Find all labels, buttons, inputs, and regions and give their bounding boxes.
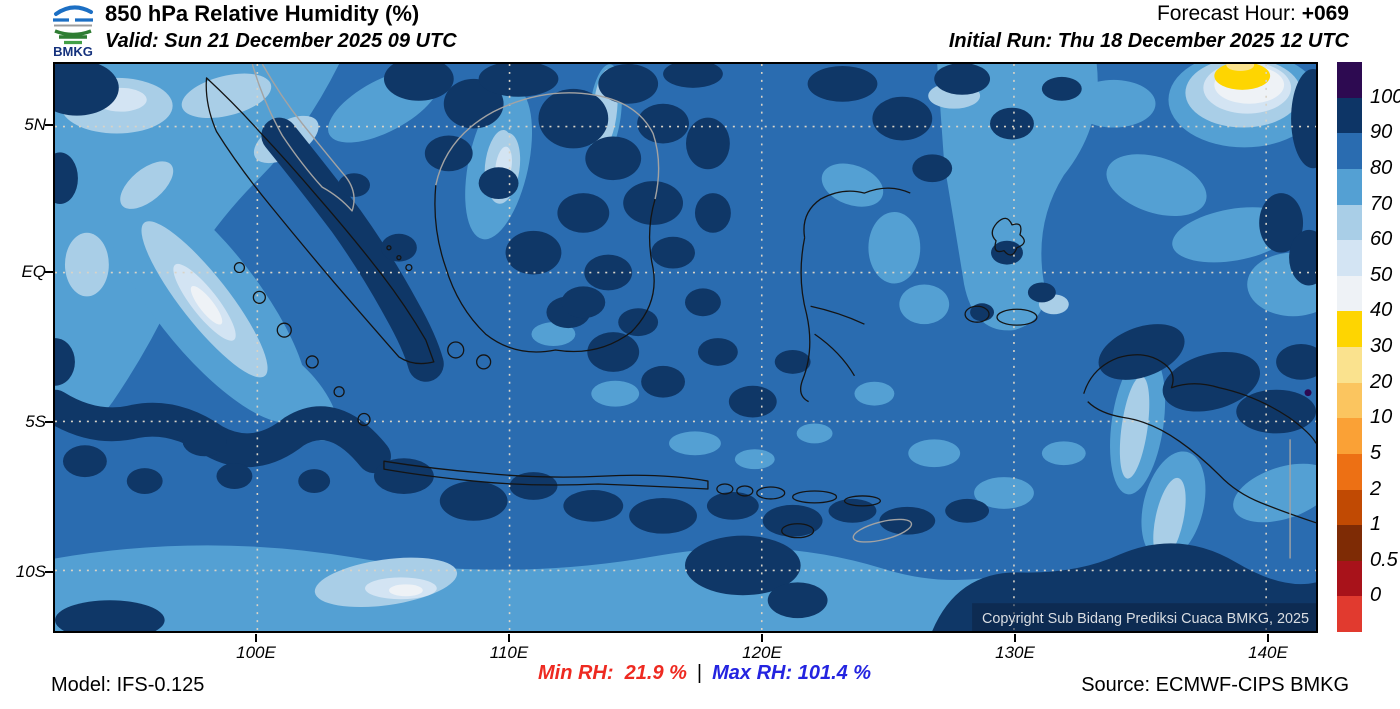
- colorbar-label: 0: [1370, 584, 1382, 607]
- colorbar-label: 50: [1370, 263, 1393, 286]
- x-axis-tick: [1014, 634, 1016, 642]
- initial-run-line: Initial Run: Thu 18 December 2025 12 UTC: [948, 30, 1349, 52]
- y-axis-label: 10S: [15, 562, 46, 581]
- logo-text: BMKG: [53, 44, 93, 59]
- y-axis-tick: [45, 124, 54, 126]
- x-axis-label: 110E: [489, 643, 529, 662]
- colorbar-label: 10: [1370, 406, 1393, 429]
- forecast-hour-value: +069: [1301, 2, 1349, 25]
- source-line: Source: ECMWF-CIPS BMKG: [1081, 674, 1349, 696]
- rh-map: Copyright Sub Bidang Prediksi Cuaca BMKG…: [55, 64, 1316, 631]
- colorbar-segment: [1337, 240, 1362, 276]
- max-rh-text: Max RH: 101.4 %: [712, 662, 871, 685]
- colorbar-segment: [1337, 596, 1362, 632]
- x-axis-tick: [255, 634, 257, 642]
- x-axis-tick: [761, 634, 763, 642]
- colorbar-segment: [1337, 204, 1362, 241]
- foreign-borders: [251, 64, 1291, 559]
- rh-above-100-speck: [1304, 389, 1312, 397]
- colorbar-label: 20: [1370, 370, 1393, 393]
- rh-30-40-dry-pocket: [1214, 64, 1271, 90]
- y-axis-label: EQ: [21, 262, 46, 281]
- x-axis-label: 120E: [742, 643, 782, 662]
- y-axis-tick: [45, 421, 54, 423]
- min-max-rh-line: Min RH: 21.9 % | Max RH: 101.4 %: [538, 662, 871, 685]
- colorbar-segment: [1337, 275, 1362, 312]
- min-rh-label: Min RH:: [538, 662, 625, 684]
- colorbar-label: 1: [1370, 513, 1382, 536]
- logo-cloud-arc: [54, 5, 93, 16]
- colorbar-label: 30: [1370, 335, 1393, 357]
- colorbar: [1337, 62, 1362, 632]
- x-axis-tick: [508, 634, 510, 642]
- y-axis-tick: [45, 271, 54, 273]
- x-axis-label: 100E: [236, 643, 276, 662]
- y-axis-label: 5N: [24, 115, 46, 134]
- colorbar-label: 0.5: [1370, 548, 1398, 571]
- colorbar-segment: [1337, 453, 1362, 490]
- colorbar-label: 80: [1370, 156, 1393, 179]
- copyright-text: Copyright Sub Bidang Prediksi Cuaca BMKG…: [982, 610, 1309, 627]
- rh-20-30-dry-core: [1226, 64, 1255, 71]
- copyright-overlay: Copyright Sub Bidang Prediksi Cuaca BMKG…: [972, 603, 1316, 631]
- min-max-separator: |: [696, 662, 703, 684]
- colorbar-label: 2: [1370, 477, 1382, 500]
- max-rh-label: Max RH:: [712, 662, 798, 684]
- logo-wave-1: [54, 29, 92, 37]
- forecast-hour-label: Forecast Hour:: [1156, 2, 1302, 25]
- valid-time-line: Valid: Sun 21 December 2025 09 UTC: [105, 30, 457, 52]
- colorbar-segment: [1337, 133, 1362, 169]
- colorbar-label: 5: [1370, 441, 1382, 464]
- colorbar-segment: [1337, 62, 1362, 98]
- colorbar-label: 100: [1370, 85, 1400, 108]
- x-axis-tick: [1267, 634, 1269, 642]
- grid-lines: [55, 64, 1316, 631]
- max-rh-value: 101.4 %: [797, 662, 872, 684]
- min-rh-value: 21.9 %: [624, 662, 687, 684]
- model-line: Model: IFS-0.125: [51, 674, 205, 696]
- colorbar-segment: [1337, 347, 1362, 383]
- colorbar-label: 70: [1370, 192, 1393, 215]
- x-axis-label: 130E: [995, 643, 1035, 662]
- colorbar-segment: [1337, 97, 1362, 134]
- colorbar-segment: [1337, 311, 1362, 347]
- colorbar-label: 90: [1370, 121, 1393, 144]
- map-frame: Copyright Sub Bidang Prediksi Cuaca BMKG…: [53, 62, 1318, 633]
- colorbar-segment: [1337, 168, 1362, 205]
- colorbar-labels: 100 90 80 70 60 50 40 30 20 10 5 2 1 0.5 0: [1370, 62, 1400, 632]
- colorbar-label: 40: [1370, 299, 1393, 322]
- colorbar-segment: [1337, 560, 1362, 597]
- y-axis-tick: [45, 571, 54, 573]
- forecast-hour-line: Forecast Hour: +069: [1157, 2, 1349, 26]
- colorbar-segment: [1337, 525, 1362, 561]
- colorbar-segment: [1337, 382, 1362, 419]
- x-axis-label: 140E: [1248, 643, 1288, 662]
- min-rh-text: Min RH: 21.9 %: [538, 662, 687, 685]
- colorbar-segment: [1337, 489, 1362, 526]
- colorbar-label: 60: [1370, 228, 1393, 251]
- page-title: 850 hPa Relative Humidity (%): [105, 1, 420, 26]
- bmkg-logo: BMKG: [53, 5, 93, 59]
- y-axis-label: 5S: [25, 412, 46, 431]
- colorbar-segment: [1337, 418, 1362, 454]
- coastlines: [205, 77, 1316, 539]
